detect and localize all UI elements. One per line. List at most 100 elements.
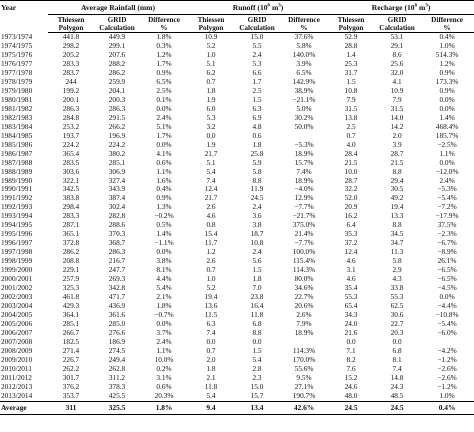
value-cell: 364.1 <box>62 311 80 320</box>
value-cell: 3.6 <box>252 212 262 221</box>
value-cell: 311.2 <box>108 373 126 382</box>
value-cell: 286.3 <box>62 104 80 113</box>
difference-header: Difference% <box>420 14 474 33</box>
value-cell: 5.5 <box>252 41 262 50</box>
value-cell: 18.9% <box>294 149 314 158</box>
value-cell: 15.2 <box>344 373 358 382</box>
table-row: 2008/2009 271.4 274.5 1.1% 0.7 1.5 114.3% 7.1 6.… <box>0 347 474 356</box>
table-row: 1987/1988 283.5 285.1 0.6% 5.1 5.9 15.7% 21.5 21… <box>0 159 474 168</box>
value-cell: 1.0% <box>439 391 455 400</box>
table-row: 1993/1994 283.3 282.8 −0.2% 4.6 3.6 −21.7% 16.2… <box>0 212 474 221</box>
value-cell: 11.9 <box>250 185 264 194</box>
value-cell: 282.8 <box>108 212 126 221</box>
value-cell: 15.4 <box>204 230 218 239</box>
value-cell: 5.1 <box>206 158 216 167</box>
value-cell: 1.4% <box>439 113 455 122</box>
value-cell: 6.8 <box>392 346 402 355</box>
year-cell: 1974/1975 <box>1 41 33 50</box>
average-value-cell: 9.4 <box>188 400 235 415</box>
value-cell: 0.0% <box>156 320 172 328</box>
value-cell: 2.4% <box>156 337 172 346</box>
value-cell: 2.3 <box>252 373 262 382</box>
value-cell: 5.4 <box>206 391 216 400</box>
value-cell: 5.4% <box>156 284 172 293</box>
value-cell: 65.4 <box>344 302 358 311</box>
value-cell: 1.4 <box>346 50 356 59</box>
average-value-cell: 24.5 <box>328 400 375 415</box>
year-cell: 1989/1990 <box>1 176 33 185</box>
value-cell: −7.7% <box>294 239 314 248</box>
value-cell: 30.2% <box>294 113 314 122</box>
value-cell: −2.6% <box>437 373 457 382</box>
value-cell: 1.1% <box>439 149 455 158</box>
value-cell: 22.7% <box>294 293 314 302</box>
value-cell: 199.2 <box>62 86 80 95</box>
value-cell: 29.4 <box>390 176 404 185</box>
value-cell: 11.5 <box>204 311 218 320</box>
value-cell: 257.9 <box>62 275 80 284</box>
value-cell: 182.5 <box>62 337 80 346</box>
value-cell: −10.8% <box>435 311 459 320</box>
value-cell: 10.8 <box>344 86 358 95</box>
value-cell: 13.6 <box>204 302 218 311</box>
value-cell: 1.5 <box>252 266 262 275</box>
value-cell: 1.0 <box>206 275 216 284</box>
value-cell: 283.7 <box>62 68 80 77</box>
value-cell: 8.8 <box>392 221 402 230</box>
value-cell: 5.8 <box>392 257 402 266</box>
value-cell: −5.4% <box>437 320 457 328</box>
value-cell: 298.4 <box>62 203 80 212</box>
value-cell: 2.1% <box>156 293 172 302</box>
value-cell: 5.8% <box>296 41 312 50</box>
value-cell: 19.4 <box>390 203 404 212</box>
value-cell: 207.6 <box>108 50 126 59</box>
year-cell: 2011/2012 <box>1 373 32 382</box>
difference-header: Difference% <box>280 14 329 33</box>
value-cell: 34.5 <box>390 230 404 239</box>
value-cell: 28.7 <box>344 176 358 185</box>
table-row: 2002/2003 461.8 471.7 2.1% 19.4 23.8 22.7% 55.3… <box>0 293 474 302</box>
value-cell: 0.6% <box>156 382 172 391</box>
value-cell: 3.1 <box>346 266 356 275</box>
value-cell: 12.4 <box>344 248 358 257</box>
year-cell: 2010/2011 <box>1 364 32 373</box>
average-value-cell: 13.4 <box>234 400 281 415</box>
table-row: 2009/2010 226.7 249.4 10.0% 2.0 5.4 170.0% 8.2 8… <box>0 356 474 365</box>
year-cell: 1985/1986 <box>1 140 33 149</box>
value-cell: 376.2 <box>62 382 80 391</box>
rainfall-group-header: Average Rainfall (mm) <box>48 0 189 15</box>
year-cell: 1991/1992 <box>1 194 33 203</box>
table-row: 2007/2008 182.5 186.9 2.4% 0.0 0.0 0.0 0.0 <box>0 338 474 347</box>
value-cell: 140.0% <box>292 50 316 59</box>
value-cell: 34.3 <box>344 311 358 320</box>
value-cell: 5.1% <box>156 122 172 131</box>
value-cell: 325.3 <box>62 284 80 293</box>
value-cell: 1.8% <box>156 302 172 311</box>
value-cell: 170.0% <box>292 355 316 364</box>
value-cell: 15.0 <box>250 382 264 391</box>
year-cell: 2004/2005 <box>1 311 33 320</box>
value-cell: 368.7 <box>108 239 126 248</box>
value-cell: 35.4 <box>344 284 358 293</box>
table-row: 2003/2004 429.3 436.9 1.8% 13.6 16.4 20.6% 65.4… <box>0 302 474 311</box>
value-cell: 1.0 <box>206 50 216 59</box>
value-cell: −7.7% <box>294 203 314 212</box>
value-cell: 1.9 <box>206 95 216 104</box>
table-row: 1995/1996 365.1 370.3 1.4% 15.4 18.7 21.4% 35.3… <box>0 230 474 239</box>
value-cell: −2.3% <box>437 230 457 239</box>
value-cell: 1.2 <box>206 248 216 257</box>
year-cell: 2005/2006 <box>1 320 33 328</box>
value-cell: −5.4% <box>437 194 457 203</box>
value-cell: 24.6 <box>344 382 358 391</box>
value-cell: 2.6 <box>206 203 216 212</box>
value-cell: 32.0 <box>390 68 404 77</box>
runoff-group-header: Runoff (106 m3) <box>188 0 329 15</box>
value-cell: 0.6 <box>252 131 262 140</box>
value-cell: −8.9% <box>437 248 457 257</box>
year-cell: 1975/1976 <box>1 50 33 59</box>
value-cell: 378.3 <box>108 382 126 391</box>
thiessen-polygon-header: Thiessen Polygon <box>48 14 94 33</box>
value-cell: 0.9% <box>439 68 455 77</box>
value-cell: 7.4 <box>392 364 402 373</box>
